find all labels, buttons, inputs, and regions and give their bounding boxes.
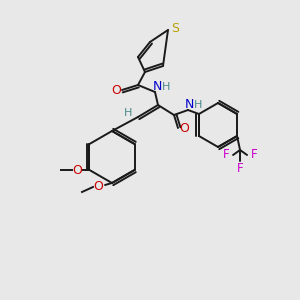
Text: O: O: [111, 83, 121, 97]
Text: N: N: [184, 98, 194, 110]
Text: H: H: [194, 100, 202, 110]
Text: O: O: [93, 181, 103, 194]
Text: H: H: [162, 82, 170, 92]
Text: F: F: [251, 148, 257, 161]
Text: O: O: [73, 164, 82, 176]
Text: F: F: [237, 161, 243, 175]
Text: F: F: [223, 148, 230, 161]
Text: S: S: [171, 22, 179, 34]
Text: H: H: [124, 108, 132, 118]
Text: N: N: [152, 80, 162, 94]
Text: O: O: [179, 122, 189, 134]
